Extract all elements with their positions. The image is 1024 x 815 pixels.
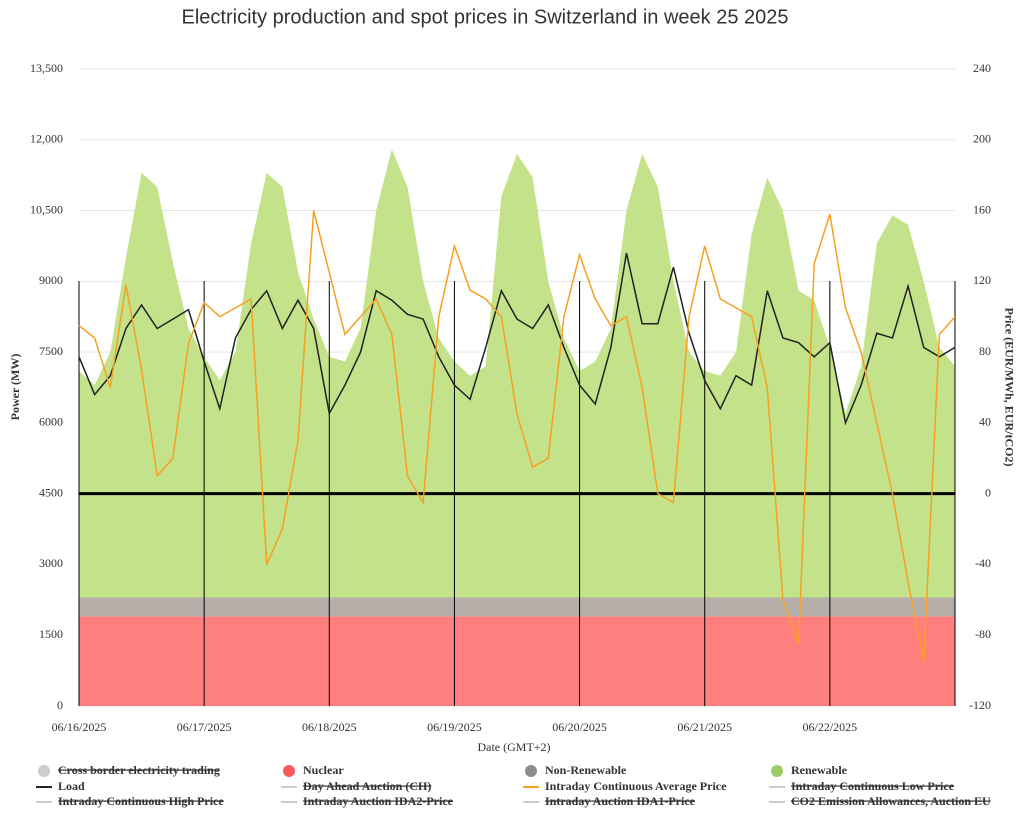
legend-item[interactable]: Day Ahead Auction (CH)	[281, 779, 431, 793]
area	[79, 149, 955, 598]
y2-tick-label: 120	[973, 273, 991, 287]
legend-marker	[525, 765, 537, 777]
y2-tick-label: -80	[975, 627, 991, 641]
legend-label: Non-Renewable	[545, 763, 627, 777]
x-tick-label: 06/20/2025	[552, 720, 607, 734]
legend-item[interactable]: Intraday Continuous Low Price	[769, 779, 955, 793]
x-axis-title: Date (GMT+2)	[477, 740, 550, 754]
legend-label: Cross border electricity trading	[58, 763, 220, 777]
legend-label: Day Ahead Auction (CH)	[303, 779, 431, 793]
areas	[79, 149, 955, 706]
x-tick-label: 06/18/2025	[302, 720, 357, 734]
y2-tick-label: 160	[973, 202, 991, 216]
y-tick-label: 10,500	[30, 202, 63, 216]
area	[79, 616, 955, 706]
y2-tick-label: 40	[979, 415, 991, 429]
legend-item[interactable]: Intraday Continuous High Price	[36, 794, 224, 808]
y2-axis-title: Price (EUR/MWh, EUR/tCO2)	[1002, 308, 1016, 467]
y2-tick-label: 80	[979, 344, 991, 358]
y2-tick-label: 240	[973, 61, 991, 75]
legend-item[interactable]: Cross border electricity trading	[38, 763, 220, 777]
y-tick-label: 9000	[39, 273, 63, 287]
line	[78, 210, 956, 662]
y-tick-label: 6000	[39, 415, 63, 429]
y-tick-label: 1500	[39, 627, 63, 641]
line	[78, 252, 956, 426]
legend-label: Intraday Continuous Average Price	[545, 779, 727, 793]
y-tick-label: 3000	[39, 556, 63, 570]
legend-item[interactable]: Intraday Auction IDA1-Price	[523, 794, 696, 808]
y-tick-label: 13,500	[30, 61, 63, 75]
area	[79, 597, 955, 617]
y-tick-label: 12,000	[30, 132, 63, 146]
legend-item[interactable]: Renewable	[771, 763, 848, 777]
y-tick-label: 0	[57, 698, 63, 712]
y-axis-title: Power (MW)	[8, 354, 22, 421]
legend-label: Intraday Auction IDA2-Price	[303, 794, 454, 808]
y2-tick-label: -120	[969, 698, 991, 712]
legend-label: Load	[58, 779, 85, 793]
legend-marker	[283, 765, 295, 777]
y2-tick-label: 200	[973, 132, 991, 146]
x-tick-label: 06/17/2025	[177, 720, 232, 734]
x-tick-label: 06/19/2025	[427, 720, 482, 734]
x-tick-label: 06/16/2025	[52, 720, 107, 734]
x-tick-label: 06/22/2025	[803, 720, 858, 734]
legend-marker	[771, 765, 783, 777]
legend: Cross border electricity trading Nuclear N…	[36, 763, 991, 808]
legend-label: Intraday Continuous Low Price	[791, 779, 955, 793]
legend-item[interactable]: Intraday Continuous Average Price	[523, 779, 727, 793]
legend-label: CO2 Emission Allowances, Auction EU	[791, 794, 991, 808]
legend-item[interactable]: CO2 Emission Allowances, Auction EU	[769, 794, 991, 808]
legend-marker	[38, 765, 50, 777]
legend-item[interactable]: Intraday Auction IDA2-Price	[281, 794, 454, 808]
legend-item[interactable]: Load	[36, 779, 85, 793]
y2-tick-label: 0	[985, 485, 991, 499]
legend-label: Nuclear	[303, 763, 344, 777]
legend-item[interactable]: Non-Renewable	[525, 763, 627, 777]
legend-label: Intraday Continuous High Price	[58, 794, 224, 808]
legend-label: Renewable	[791, 763, 848, 777]
legend-label: Intraday Auction IDA1-Price	[545, 794, 696, 808]
y2-tick-label: -40	[975, 556, 991, 570]
x-tick-label: 06/21/2025	[677, 720, 732, 734]
y-tick-label: 7500	[39, 344, 63, 358]
legend-item[interactable]: Nuclear	[283, 763, 344, 777]
chart-title: Electricity production and spot prices i…	[182, 6, 789, 28]
y-tick-label: 4500	[39, 485, 63, 499]
